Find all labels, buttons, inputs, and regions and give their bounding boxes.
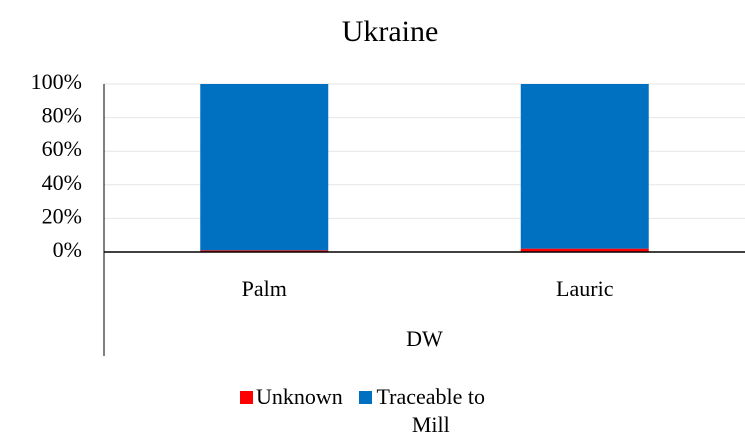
chart-title: Ukraine	[342, 15, 439, 48]
bar-segment	[200, 250, 329, 252]
y-tick-label: 100%	[31, 69, 82, 94]
bar-segment	[520, 248, 649, 252]
legend: Unknown Traceable to Mill	[240, 383, 487, 439]
y-tick-label: 40%	[42, 170, 82, 195]
y-tick-label: 60%	[42, 136, 82, 161]
legend-label: Unknown	[256, 384, 343, 409]
group-label: DW	[406, 326, 443, 351]
y-tick-label: 20%	[42, 203, 82, 228]
bar-segment	[520, 84, 649, 249]
legend-item: Unknown	[240, 383, 343, 439]
x-tick-label: Palm	[242, 276, 287, 301]
y-tick-label: 0%	[53, 237, 82, 262]
legend-swatch	[358, 391, 372, 404]
x-tick-label: Lauric	[556, 276, 614, 301]
legend-label: Traceable to Mill	[376, 384, 486, 437]
legend-swatch	[240, 391, 253, 404]
y-tick-label: 80%	[42, 103, 82, 128]
legend-item: Traceable to Mill	[358, 383, 487, 439]
bar-segment	[200, 84, 329, 251]
